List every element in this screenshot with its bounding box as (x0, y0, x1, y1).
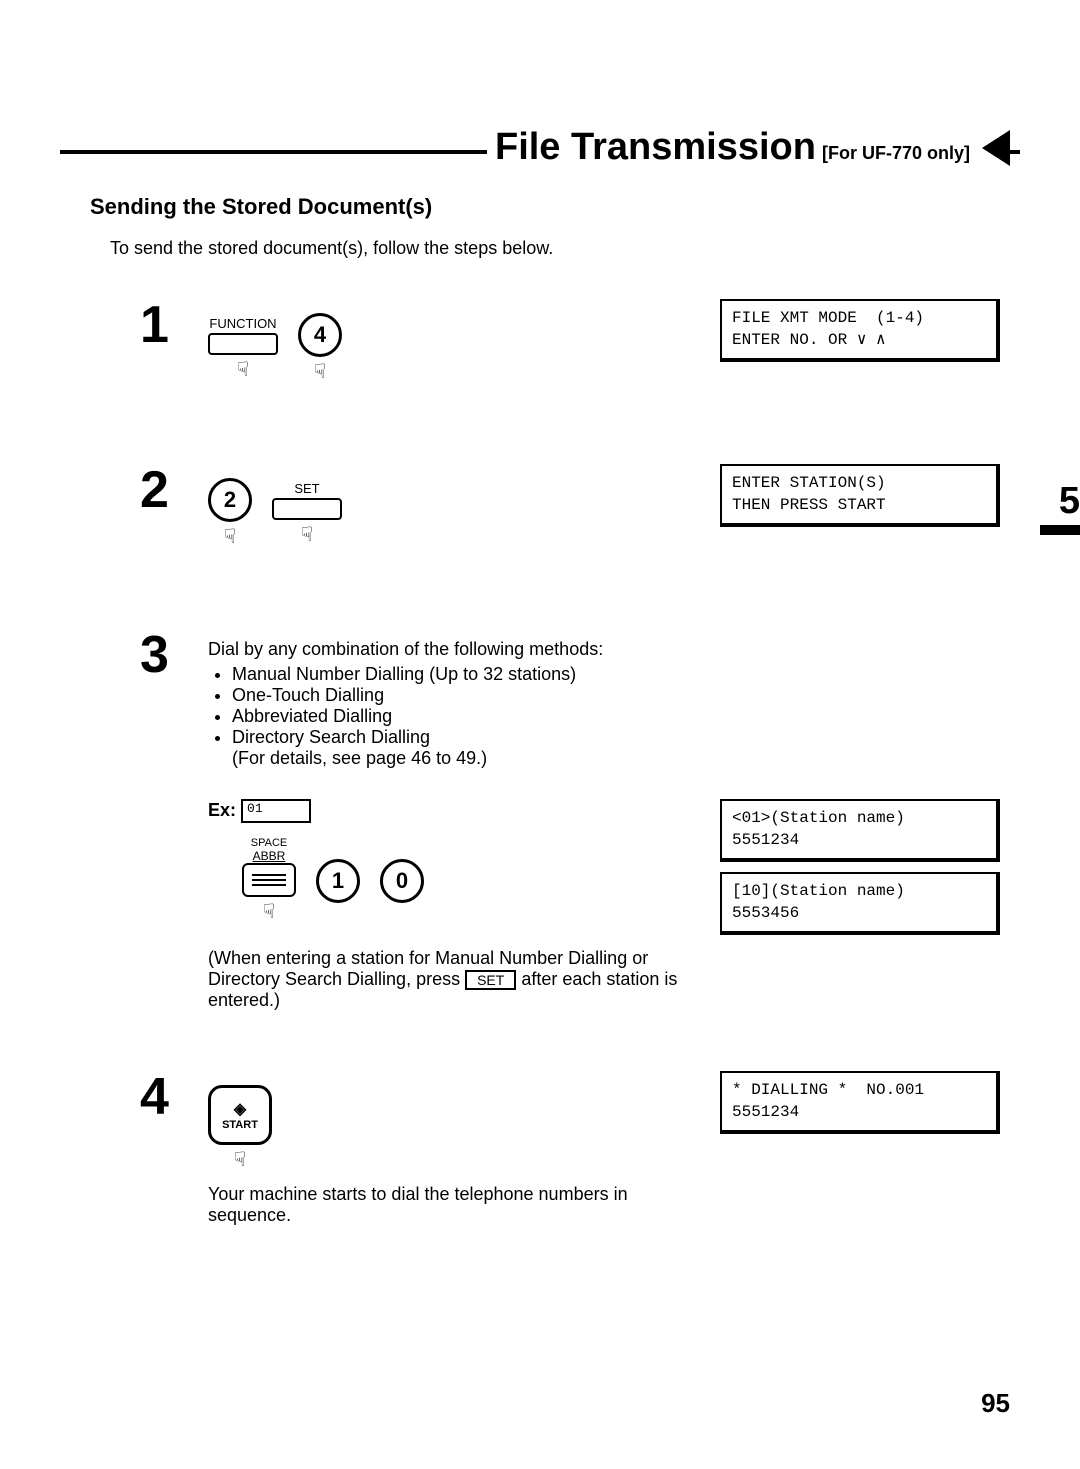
numeric-key-0: 0 (380, 859, 424, 903)
abbr-key-icon (242, 863, 296, 897)
start-key-icon: ◈ START (208, 1085, 272, 1145)
start-key-label: START (222, 1119, 258, 1131)
lcd-line: <01>(Station name) (732, 809, 905, 827)
set-key: SET ☟ (272, 481, 342, 547)
page-title: File Transmission (495, 126, 816, 169)
lcd-display: [10](Station name) 5553456 (720, 872, 1000, 935)
list-item: Directory Search Dialling (For details, … (232, 727, 696, 769)
step-number: 2 (140, 464, 184, 549)
step3-lead: Dial by any combination of the following… (208, 639, 696, 660)
press-icon: ☟ (263, 899, 275, 924)
list-item: Manual Number Dialling (Up to 32 station… (232, 664, 696, 685)
press-icon: ☟ (234, 1147, 246, 1172)
press-icon: ☟ (237, 357, 249, 382)
function-key-icon (208, 333, 278, 355)
set-key-icon (272, 498, 342, 520)
function-key: FUNCTION ☟ (208, 316, 278, 382)
numeric-key-1: 1 (316, 859, 360, 903)
inline-set-key: SET (465, 970, 516, 990)
section-number: 5 (1040, 480, 1080, 523)
section-tab: 5 (1040, 480, 1080, 535)
step4-after: Your machine starts to dial the telephon… (208, 1184, 678, 1226)
key-0-icon: 0 (380, 859, 424, 903)
step-2: 2 2 ☟ SET ☟ ENTER STATION(S) THEN PRESS … (140, 464, 1020, 549)
page-number: 95 (981, 1388, 1010, 1419)
list-item-text: Directory Search Dialling (232, 727, 430, 747)
function-key-label: FUNCTION (209, 316, 276, 331)
lcd-line: ENTER NO. OR ∨ ∧ (732, 331, 886, 349)
key-4-icon: 4 (298, 313, 342, 357)
abbr-key: SPACE ABBR ☟ (242, 837, 296, 924)
key-2-icon: 2 (208, 478, 252, 522)
key-1-icon: 1 (316, 859, 360, 903)
start-key: ◈ START ☟ (208, 1085, 272, 1172)
lcd-line: THEN PRESS START (732, 496, 886, 514)
step-number: 4 (140, 1071, 184, 1226)
intro-text: To send the stored document(s), follow t… (110, 238, 1020, 259)
numeric-key-4: 4 ☟ (298, 313, 342, 384)
section-heading: Sending the Stored Document(s) (90, 194, 1020, 220)
lcd-display: ENTER STATION(S) THEN PRESS START (720, 464, 1000, 527)
list-item-extra: (For details, see page 46 to 49.) (232, 748, 487, 768)
list-item: Abbreviated Dialling (232, 706, 696, 727)
lcd-line: * DIALLING * NO.001 (732, 1081, 924, 1099)
step-4: 4 ◈ START ☟ Your machine starts to dial … (140, 1071, 1020, 1226)
arrow-left-icon (982, 130, 1010, 166)
example-label: Ex: (208, 800, 236, 820)
lcd-display: * DIALLING * NO.001 5551234 (720, 1071, 1000, 1134)
lcd-display: <01>(Station name) 5551234 (720, 799, 1000, 862)
page-title-note: [For UF-770 only] (822, 143, 970, 164)
numeric-key-2: 2 ☟ (208, 478, 252, 549)
lcd-line: ENTER STATION(S) (732, 474, 886, 492)
lcd-line: 5551234 (732, 831, 799, 849)
dialling-methods-list: Manual Number Dialling (Up to 32 station… (214, 664, 696, 769)
lcd-line: 5551234 (732, 1103, 799, 1121)
section-bar-icon (1040, 525, 1080, 535)
lcd-line: [10](Station name) (732, 882, 905, 900)
step3-note: (When entering a station for Manual Numb… (208, 948, 696, 1011)
header-rule: File Transmission [For UF-770 only] (60, 150, 1020, 154)
one-touch-key-icon: 01 (241, 799, 311, 823)
step-number: 1 (140, 299, 184, 384)
list-item: One-Touch Dialling (232, 685, 696, 706)
press-icon: ☟ (314, 359, 326, 384)
set-key-label: SET (294, 481, 319, 496)
diamond-icon: ◈ (234, 1099, 246, 1119)
lcd-line: 5553456 (732, 904, 799, 922)
header-title-group: File Transmission [For UF-770 only] (487, 126, 1010, 169)
press-icon: ☟ (301, 522, 313, 547)
press-icon: ☟ (224, 524, 236, 549)
step-number: 3 (140, 629, 184, 1011)
lcd-line: FILE XMT MODE (1-4) (732, 309, 924, 327)
step-3: 3 Dial by any combination of the followi… (140, 629, 1020, 1011)
abbr-key-label: ABBR (253, 849, 286, 863)
step-1: 1 FUNCTION ☟ 4 ☟ FILE XMT MODE (1-4) ENT… (140, 299, 1020, 384)
abbr-top-label: SPACE (251, 837, 287, 849)
lcd-display: FILE XMT MODE (1-4) ENTER NO. OR ∨ ∧ (720, 299, 1000, 362)
